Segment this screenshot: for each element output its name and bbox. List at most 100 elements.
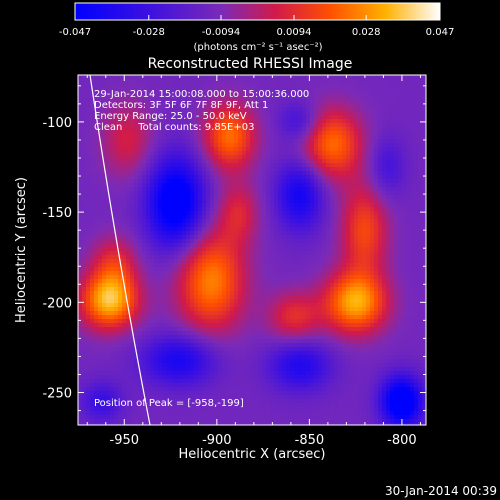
heatmap-cell: [370, 219, 374, 223]
heatmap-cell: [138, 255, 142, 259]
heatmap-cell: [254, 151, 258, 155]
heatmap-cell: [246, 191, 250, 195]
heatmap-cell: [358, 155, 362, 159]
heatmap-cell: [78, 287, 82, 291]
heatmap-cell: [238, 235, 242, 239]
heatmap-cell: [86, 219, 90, 223]
heatmap-cell: [134, 211, 138, 215]
heatmap-cell: [334, 243, 338, 247]
heatmap-cell: [138, 287, 142, 291]
heatmap-cell: [230, 223, 234, 227]
heatmap-cell: [406, 199, 410, 203]
heatmap-cell: [154, 191, 158, 195]
heatmap-cell: [130, 75, 134, 79]
heatmap-cell: [274, 223, 278, 227]
heatmap-cell: [362, 83, 366, 87]
heatmap-cell: [250, 275, 254, 279]
heatmap-cell: [226, 155, 230, 159]
heatmap-cell: [262, 143, 266, 147]
heatmap-cell: [394, 83, 398, 87]
heatmap-cell: [286, 223, 290, 227]
heatmap-cell: [306, 207, 310, 211]
heatmap-cell: [402, 107, 406, 111]
heatmap-cell: [94, 275, 98, 279]
heatmap-cell: [78, 291, 82, 295]
heatmap-cell: [146, 227, 150, 231]
heatmap-cell: [406, 259, 410, 263]
heatmap-cell: [90, 115, 94, 119]
heatmap-cell: [322, 203, 326, 207]
heatmap-cell: [270, 227, 274, 231]
heatmap-cell: [326, 247, 330, 251]
heatmap-cell: [374, 83, 378, 87]
heatmap-cell: [358, 103, 362, 107]
heatmap-cell: [282, 227, 286, 231]
heatmap-cell: [282, 151, 286, 155]
heatmap-cell: [174, 175, 178, 179]
heatmap-cell: [202, 235, 206, 239]
heatmap-cell: [362, 191, 366, 195]
heatmap-cell: [206, 255, 210, 259]
heatmap-cell: [90, 151, 94, 155]
heatmap-cell: [194, 99, 198, 103]
heatmap-cell: [178, 87, 182, 91]
heatmap-cell: [270, 83, 274, 87]
heatmap-cell: [218, 287, 222, 291]
heatmap-cell: [238, 123, 242, 127]
heatmap-cell: [226, 255, 230, 259]
heatmap-cell: [138, 95, 142, 99]
heatmap-cell: [374, 103, 378, 107]
heatmap-cell: [354, 111, 358, 115]
heatmap-cell: [298, 291, 302, 295]
heatmap-cell: [86, 163, 90, 167]
heatmap-cell: [114, 203, 118, 207]
heatmap-cell: [290, 87, 294, 91]
heatmap-cell: [330, 259, 334, 263]
heatmap-cell: [414, 211, 418, 215]
heatmap-cell: [398, 75, 402, 79]
heatmap-cell: [294, 279, 298, 283]
heatmap-cell: [82, 103, 86, 107]
heatmap-cell: [114, 163, 118, 167]
heatmap-cell: [382, 227, 386, 231]
heatmap-cell: [414, 175, 418, 179]
heatmap-cell: [306, 83, 310, 87]
heatmap-cell: [370, 195, 374, 199]
heatmap-cell: [98, 279, 102, 283]
heatmap-cell: [198, 83, 202, 87]
heatmap-cell: [210, 291, 214, 295]
heatmap-cell: [90, 107, 94, 111]
heatmap-cell: [158, 231, 162, 235]
heatmap-cell: [202, 239, 206, 243]
heatmap-cell: [342, 183, 346, 187]
heatmap-cell: [78, 99, 82, 103]
heatmap-cell: [150, 235, 154, 239]
heatmap-cell: [242, 159, 246, 163]
heatmap-cell: [370, 247, 374, 251]
heatmap-cell: [246, 247, 250, 251]
heatmap-cell: [242, 183, 246, 187]
heatmap-cell: [222, 191, 226, 195]
heatmap-cell: [178, 139, 182, 143]
heatmap-cell: [238, 155, 242, 159]
heatmap-cell: [286, 187, 290, 191]
heatmap-cell: [366, 263, 370, 267]
heatmap-cell: [218, 227, 222, 231]
heatmap-cell: [370, 75, 374, 79]
heatmap-cell: [198, 191, 202, 195]
heatmap-cell: [274, 251, 278, 255]
heatmap-cell: [346, 167, 350, 171]
heatmap-cell: [310, 295, 314, 299]
heatmap-cell: [250, 171, 254, 175]
heatmap-cell: [254, 243, 258, 247]
heatmap-cell: [138, 99, 142, 103]
heatmap-cell: [334, 211, 338, 215]
heatmap-cell: [374, 75, 378, 79]
heatmap-cell: [122, 215, 126, 219]
heatmap-cell: [362, 187, 366, 191]
heatmap-cell: [294, 135, 298, 139]
heatmap-cell: [342, 283, 346, 287]
heatmap-cell: [414, 231, 418, 235]
heatmap-cell: [254, 279, 258, 283]
heatmap-cell: [346, 195, 350, 199]
